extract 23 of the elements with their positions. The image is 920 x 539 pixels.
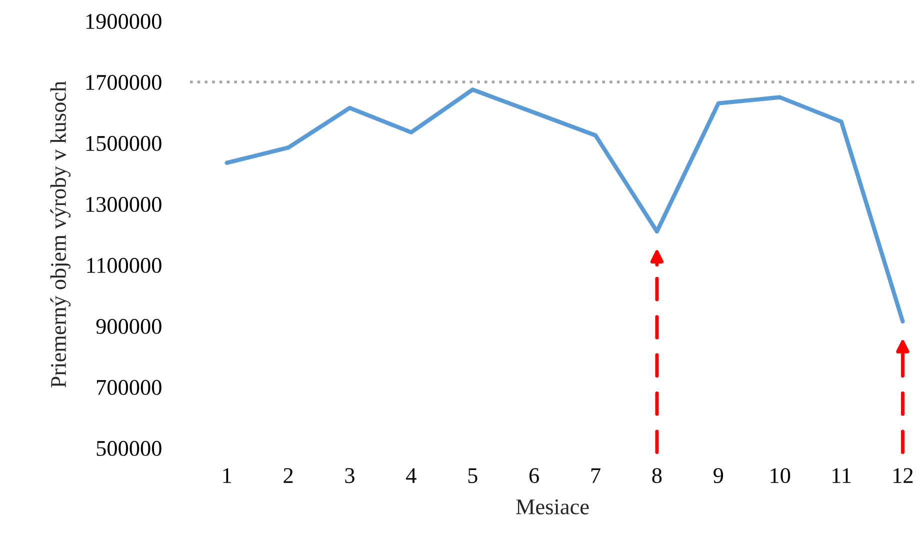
x-tick-label: 7 xyxy=(591,468,600,483)
x-tick-label: 6 xyxy=(529,468,539,484)
x-tick-label: 2 xyxy=(284,468,293,483)
x-tick-label: 11 xyxy=(832,468,851,483)
y-tick-label: 1900000 xyxy=(86,14,162,29)
y-axis-title: Priemerný objem výroby v kusoch xyxy=(50,81,71,388)
line-series xyxy=(224,88,905,324)
y-tick-label: 1100000 xyxy=(87,258,162,273)
y-tick-label: 700000 xyxy=(97,380,162,395)
x-tick-label: 12 xyxy=(894,468,913,483)
y-tick-label: 1500000 xyxy=(86,136,162,151)
x-tick-label: 9 xyxy=(714,468,724,484)
y-tick-label: 1300000 xyxy=(86,196,162,212)
y-tick-label: 500000 xyxy=(96,440,162,456)
x-tick-label: 3 xyxy=(345,468,354,484)
x-tick-label: 10 xyxy=(770,468,790,484)
x-tick-label: 1 xyxy=(223,468,232,483)
x-tick-label: 8 xyxy=(652,468,662,484)
y-tick-label: 900000 xyxy=(96,318,162,334)
y-tick-label: 1700000 xyxy=(86,74,162,90)
x-tick-label: 5 xyxy=(468,468,478,484)
x-tick-label: 4 xyxy=(406,468,416,483)
x-axis-title: Mesiace xyxy=(516,499,589,514)
